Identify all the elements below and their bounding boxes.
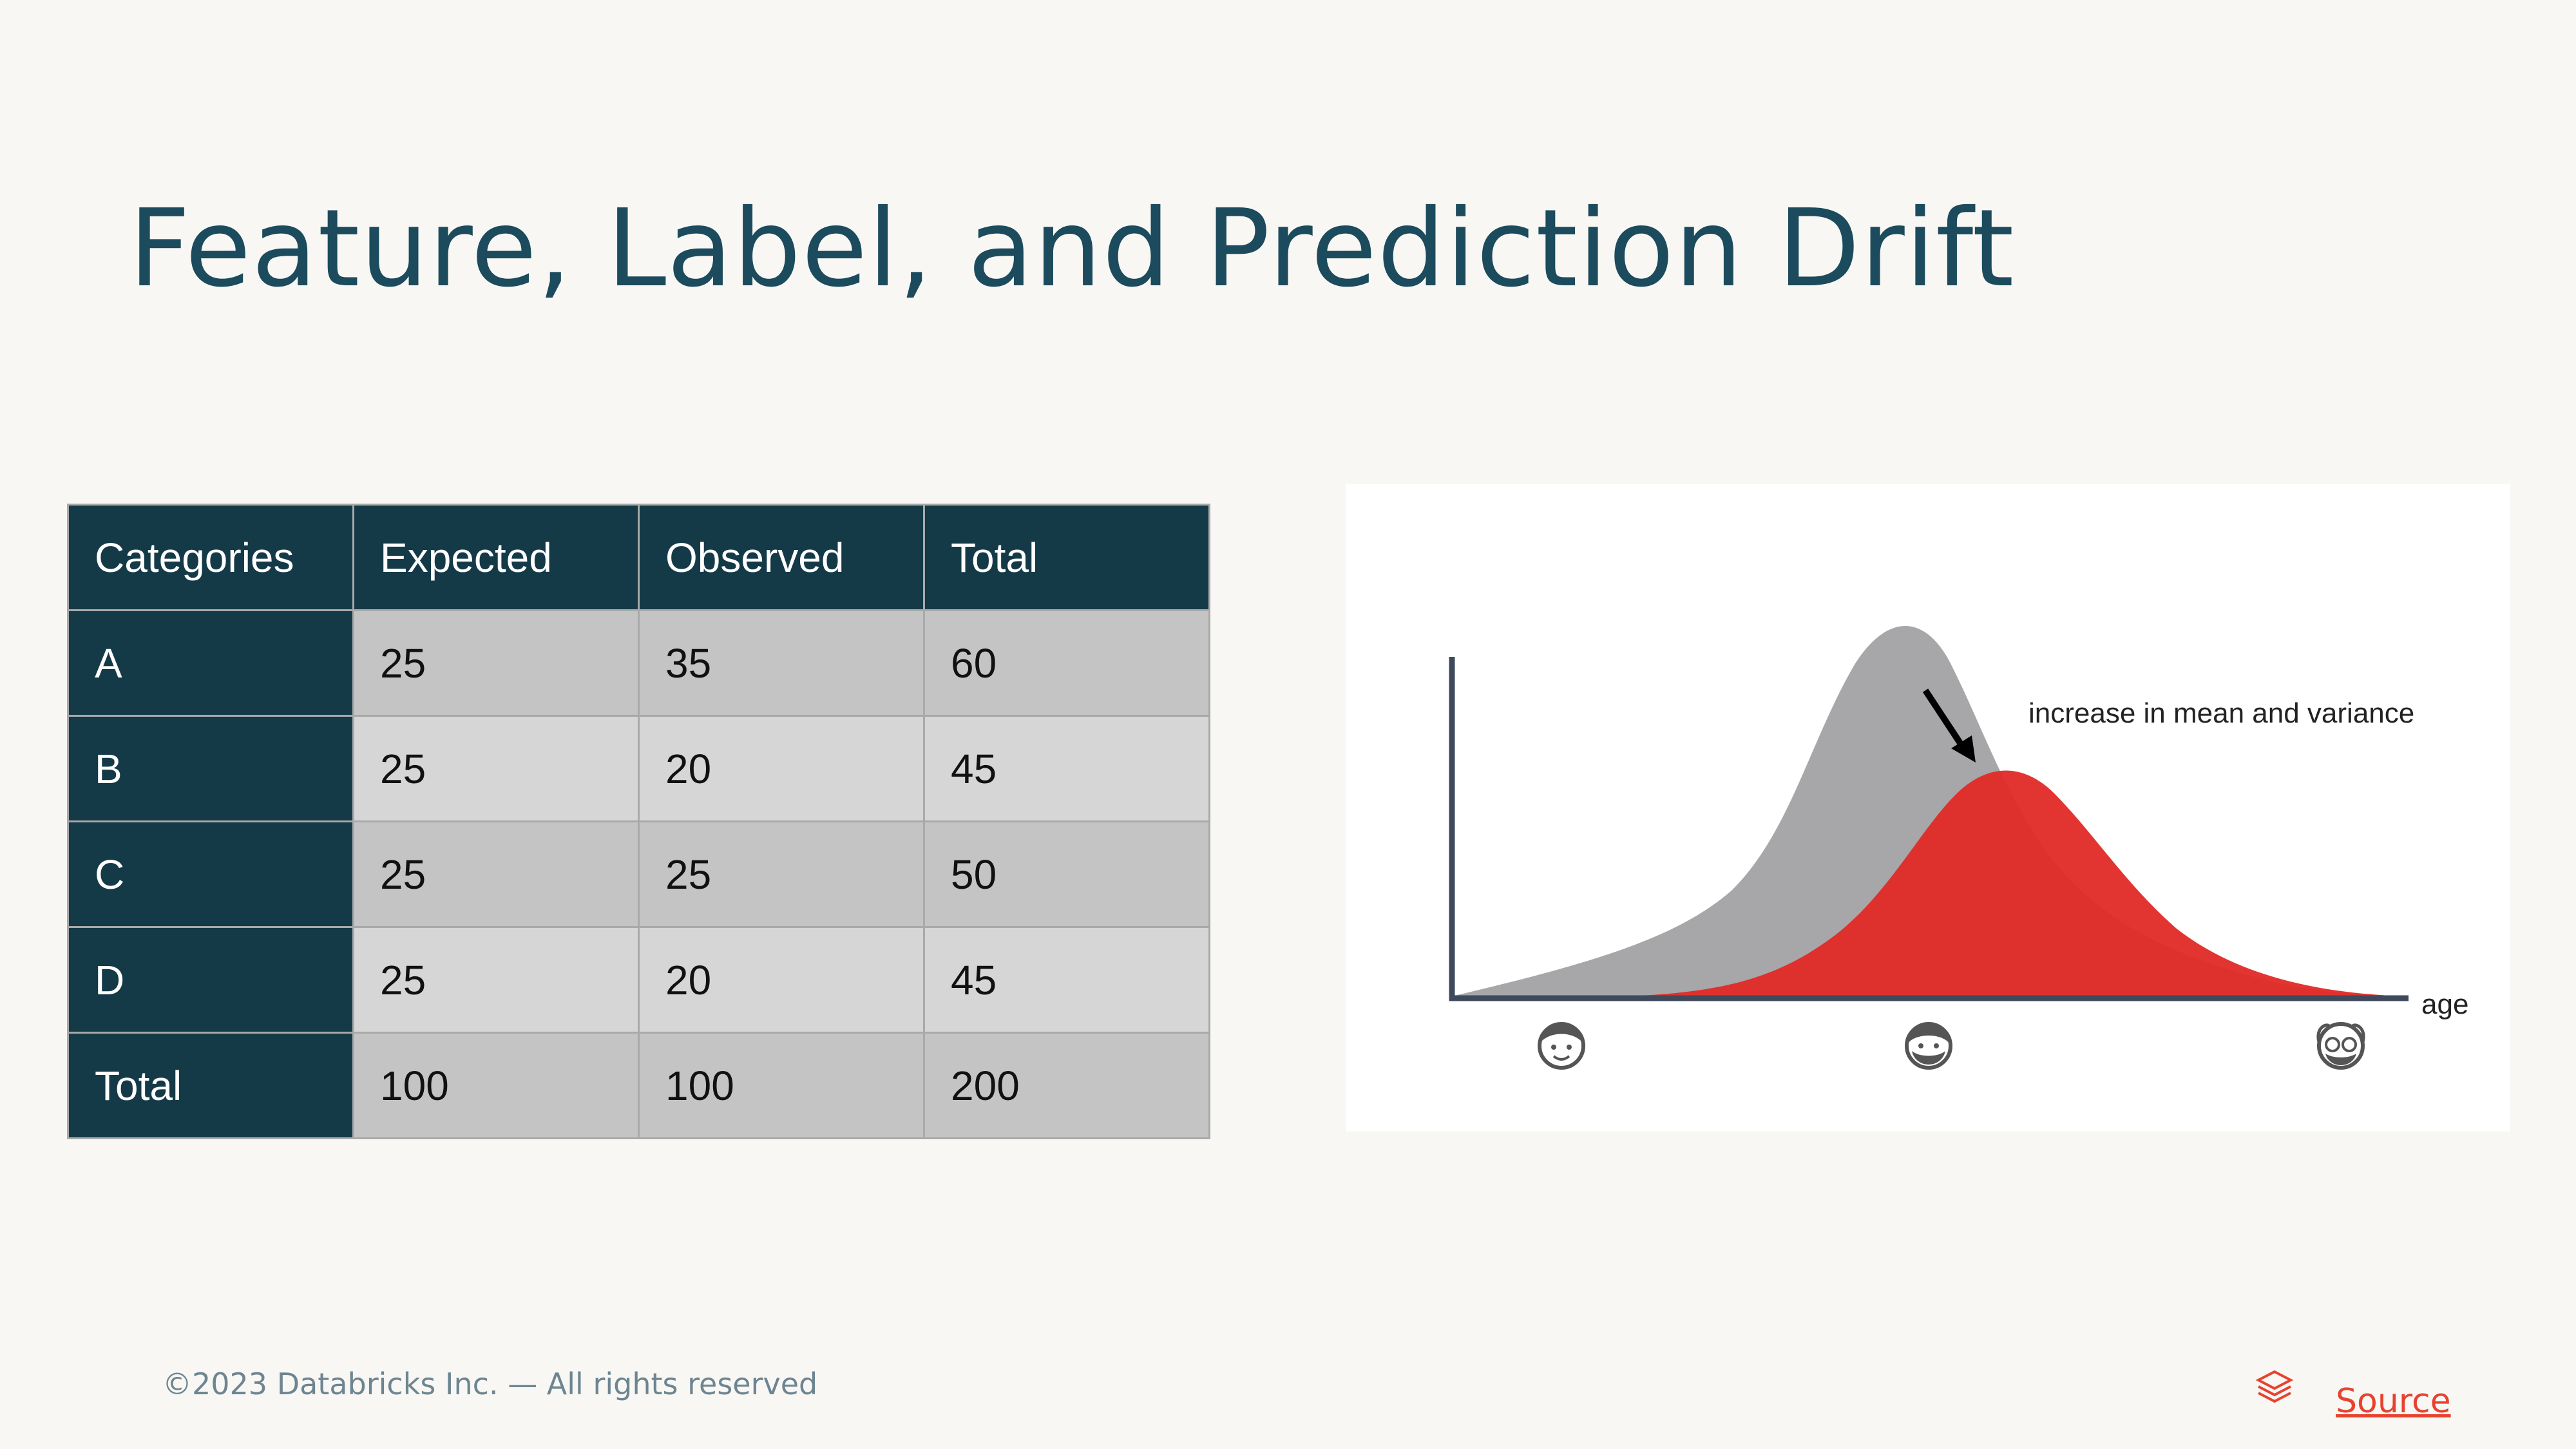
- header-total: Total: [923, 504, 1210, 611]
- cell-total: 45: [923, 715, 1210, 822]
- cell-expected: 25: [352, 926, 640, 1034]
- x-axis-label: age: [2421, 989, 2468, 1020]
- slide-title: Feature, Label, and Prediction Drift: [129, 187, 2015, 311]
- footer-copyright: ©2023 Databricks Inc. — All rights reser…: [162, 1367, 818, 1401]
- cell-total: 45: [923, 926, 1210, 1034]
- drifted-distribution: [1623, 770, 2405, 996]
- cell-total: 50: [923, 820, 1210, 928]
- table-total-row: Total 100 100 200: [67, 1032, 1210, 1139]
- cell-observed: 25: [638, 820, 925, 928]
- source-link[interactable]: Source: [2336, 1382, 2451, 1421]
- cell-expected: 25: [352, 715, 640, 822]
- table-row: A 25 35 60: [67, 609, 1210, 717]
- cell-expected: 100: [352, 1032, 640, 1139]
- row-category: B: [67, 715, 354, 822]
- cell-observed: 20: [638, 715, 925, 822]
- drift-annotation: increase in mean and variance: [2028, 697, 2414, 729]
- reference-distribution: [1452, 626, 2405, 996]
- drift-illustration: increase in mean and variance age: [1346, 484, 2510, 1132]
- distribution-chart: increase in mean and variance age: [1449, 626, 2468, 1070]
- row-category: A: [67, 609, 354, 717]
- elderly-face-icon: [2316, 1022, 2365, 1070]
- cell-observed: 20: [638, 926, 925, 1034]
- child-face-icon: [1538, 1022, 1585, 1070]
- table-row: B 25 20 45: [67, 715, 1210, 822]
- row-category: D: [67, 926, 354, 1034]
- table-header-row: Categories Expected Observed Total: [67, 504, 1210, 611]
- row-category: C: [67, 820, 354, 928]
- adult-face-icon: [1905, 1022, 1952, 1070]
- contingency-table: Categories Expected Observed Total A 25 …: [67, 504, 1210, 1139]
- row-category: Total: [67, 1032, 354, 1139]
- header-expected: Expected: [352, 504, 640, 611]
- header-observed: Observed: [638, 504, 925, 611]
- cell-total: 200: [923, 1032, 1210, 1139]
- databricks-logo-icon: [2255, 1370, 2294, 1403]
- cell-expected: 25: [352, 820, 640, 928]
- table-row: D 25 20 45: [67, 926, 1210, 1034]
- header-categories: Categories: [67, 504, 354, 611]
- arrow-icon: [1922, 688, 1976, 762]
- cell-expected: 25: [352, 609, 640, 717]
- table-row: C 25 25 50: [67, 820, 1210, 928]
- cell-observed: 35: [638, 609, 925, 717]
- cell-total: 60: [923, 609, 1210, 717]
- cell-observed: 100: [638, 1032, 925, 1139]
